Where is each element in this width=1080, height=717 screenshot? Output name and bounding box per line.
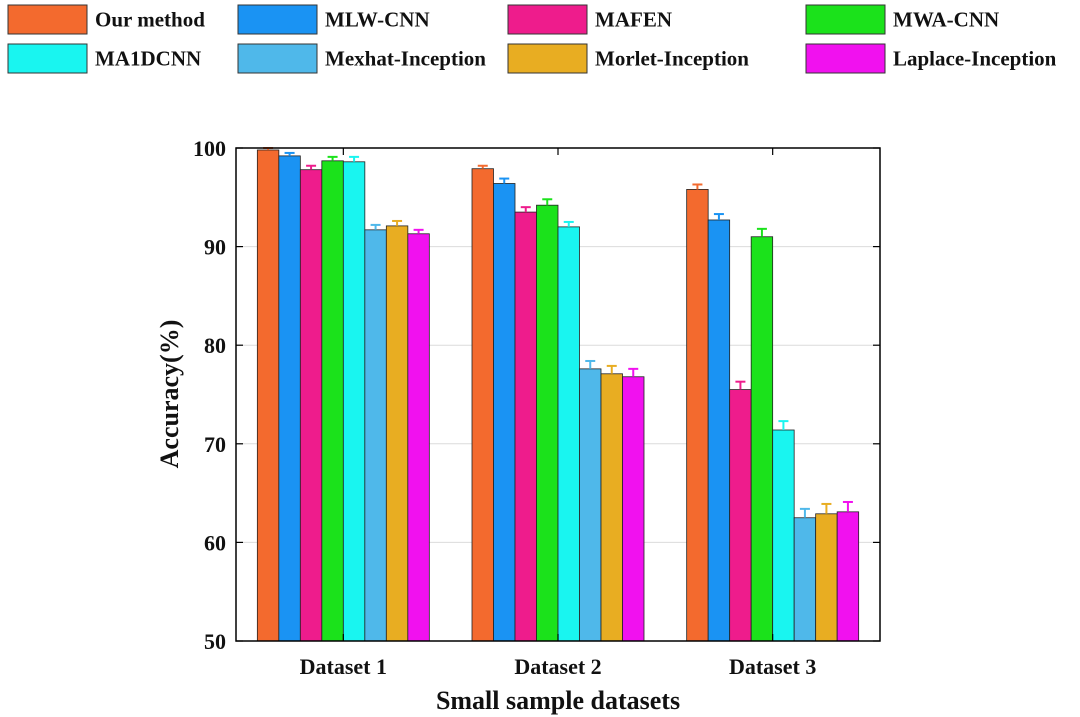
- legend-item: Morlet-Inception: [507, 43, 749, 74]
- y-tick-label: 80: [204, 333, 226, 358]
- legend-label: Morlet-Inception: [595, 47, 749, 71]
- y-tick-label: 70: [204, 432, 226, 457]
- legend: Our method MLW-CNN MAFEN MWA-CNN MA1DCNN Mexh…: [7, 4, 1057, 74]
- legend-swatch: [507, 4, 588, 35]
- bar-mafen-3: [729, 389, 752, 642]
- legend-label: MWA-CNN: [893, 8, 999, 32]
- y-tick-label: 60: [204, 530, 226, 555]
- legend-item: Our method: [7, 4, 205, 35]
- legend-item: MA1DCNN: [7, 43, 201, 74]
- bar-our-method-1: [256, 149, 280, 642]
- x-tick-label: Dataset 1: [300, 654, 387, 679]
- legend-item: MWA-CNN: [805, 4, 999, 35]
- legend-label: Mexhat-Inception: [325, 47, 486, 71]
- legend-swatch: [237, 4, 318, 35]
- bar-laplace-inception-1: [407, 233, 430, 642]
- bar-ma1dcnn-1: [342, 161, 366, 642]
- bar-mexhat-inception-1: [364, 229, 387, 642]
- legend-swatch: [805, 43, 886, 74]
- bar-mwa-cnn-3: [750, 236, 774, 642]
- legend-swatch: [237, 43, 318, 74]
- bar-mwa-cnn-2: [536, 204, 559, 642]
- x-axis-title: Small sample datasets: [436, 686, 680, 715]
- legend-item: Mexhat-Inception: [237, 43, 486, 74]
- bar-mexhat-inception-2: [579, 368, 602, 642]
- bar-morlet-inception-3: [815, 513, 838, 642]
- bar-laplace-inception-2: [622, 376, 645, 642]
- bar-our-method-3: [686, 189, 709, 642]
- legend-label: MLW-CNN: [325, 8, 430, 32]
- bar-laplace-inception-3: [836, 511, 860, 642]
- x-tick-label: Dataset 2: [514, 654, 601, 679]
- bar-morlet-inception-1: [385, 225, 409, 642]
- x-tick-label: Dataset 3: [729, 654, 816, 679]
- y-tick-label: 90: [204, 235, 226, 260]
- legend-label: Laplace-Inception: [893, 47, 1057, 71]
- legend-label: MAFEN: [595, 8, 672, 32]
- bar-morlet-inception-2: [600, 373, 623, 642]
- y-axis-title: Accuracy(%): [155, 320, 184, 469]
- legend-label: MA1DCNN: [95, 47, 201, 71]
- y-axis: 50 60 70 80 90 100: [193, 136, 880, 654]
- bar-our-method-2: [471, 168, 494, 642]
- bar-ma1dcnn-3: [772, 429, 795, 642]
- legend-swatch: [805, 4, 886, 35]
- legend-swatch: [7, 4, 88, 35]
- legend-item: MAFEN: [507, 4, 672, 35]
- x-axis: Dataset 1 Dataset 2 Dataset 3: [300, 148, 816, 679]
- bars: [256, 149, 860, 642]
- bar-mexhat-inception-3: [793, 517, 817, 642]
- y-tick-label: 50: [204, 629, 226, 654]
- bar-mlw-cnn-1: [278, 155, 301, 642]
- bar-mafen-1: [299, 169, 323, 642]
- bar-mafen-2: [514, 211, 537, 642]
- legend-swatch: [7, 43, 88, 74]
- legend-label: Our method: [95, 8, 205, 32]
- bar-mlw-cnn-3: [707, 219, 731, 642]
- bar-mlw-cnn-2: [493, 183, 516, 642]
- legend-swatch: [507, 43, 588, 74]
- y-tick-label: 100: [193, 136, 226, 161]
- bar-mwa-cnn-1: [321, 160, 344, 642]
- legend-item: Laplace-Inception: [805, 43, 1057, 74]
- bar-ma1dcnn-2: [557, 226, 580, 642]
- legend-item: MLW-CNN: [237, 4, 430, 35]
